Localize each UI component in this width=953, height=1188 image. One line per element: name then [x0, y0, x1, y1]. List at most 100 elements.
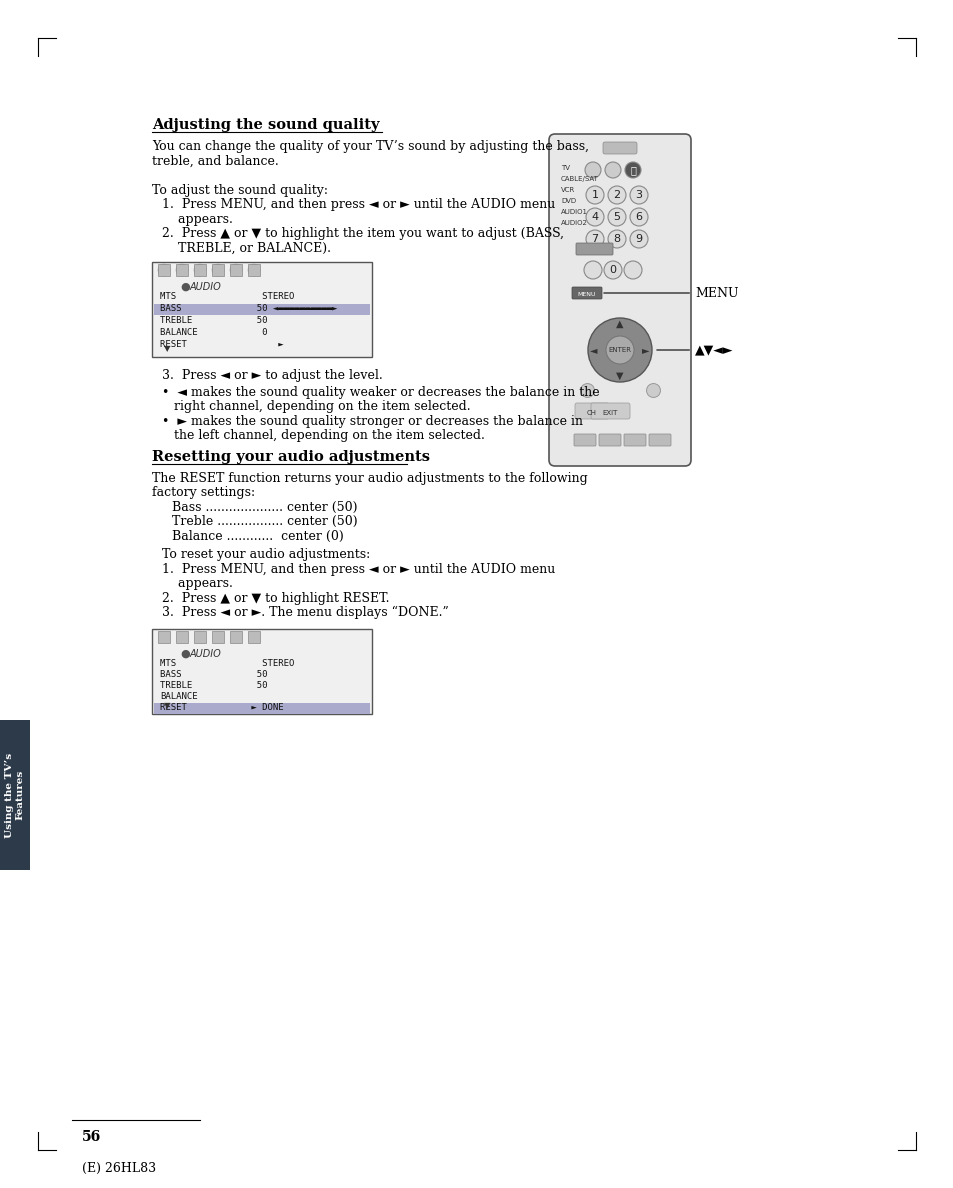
Text: 7: 7: [591, 234, 598, 244]
Circle shape: [607, 230, 625, 248]
Bar: [153, 304, 370, 315]
Text: To adjust the sound quality:: To adjust the sound quality:: [152, 183, 328, 196]
FancyBboxPatch shape: [623, 434, 645, 446]
FancyBboxPatch shape: [576, 244, 613, 255]
Text: ►: ►: [641, 345, 649, 355]
Circle shape: [623, 261, 641, 279]
Text: factory settings:: factory settings:: [152, 486, 254, 499]
Text: 4: 4: [591, 211, 598, 222]
Text: BALANCE            0: BALANCE 0: [160, 328, 267, 337]
Circle shape: [607, 187, 625, 204]
Text: 5: 5: [613, 211, 619, 222]
Text: 8: 8: [613, 234, 619, 244]
Circle shape: [629, 208, 647, 226]
Text: 2.  Press ▲ or ▼ to highlight the item you want to adjust (BASS,: 2. Press ▲ or ▼ to highlight the item yo…: [162, 227, 563, 240]
Text: 2: 2: [613, 190, 619, 200]
Text: 3: 3: [635, 190, 641, 200]
Circle shape: [629, 187, 647, 204]
FancyBboxPatch shape: [575, 403, 608, 419]
Circle shape: [587, 318, 651, 383]
Circle shape: [585, 208, 603, 226]
FancyBboxPatch shape: [572, 287, 601, 299]
Text: AUDIO2: AUDIO2: [560, 220, 587, 226]
Text: Balance ............  center (0): Balance ............ center (0): [152, 530, 343, 543]
Text: Using the TV’s
Features: Using the TV’s Features: [6, 752, 25, 838]
Text: ▼: ▼: [164, 701, 171, 710]
Text: TREBLE, or BALANCE).: TREBLE, or BALANCE).: [162, 241, 331, 254]
Text: MENU: MENU: [603, 286, 738, 299]
Text: •  ► makes the sound quality stronger or decreases the balance in: • ► makes the sound quality stronger or …: [162, 415, 582, 428]
Circle shape: [230, 264, 242, 276]
Text: AUDIO: AUDIO: [190, 282, 221, 292]
Text: (E) 26HL83: (E) 26HL83: [82, 1162, 156, 1175]
FancyBboxPatch shape: [648, 434, 670, 446]
Circle shape: [629, 230, 647, 248]
Text: TV: TV: [560, 165, 569, 171]
Text: ▼: ▼: [164, 345, 171, 353]
Text: Adjusting the sound quality: Adjusting the sound quality: [152, 118, 379, 132]
Circle shape: [607, 208, 625, 226]
Text: •  ◄ makes the sound quality weaker or decreases the balance in the: • ◄ makes the sound quality weaker or de…: [162, 385, 599, 398]
FancyBboxPatch shape: [0, 720, 30, 870]
Circle shape: [584, 162, 600, 178]
Text: Resetting your audio adjustments: Resetting your audio adjustments: [152, 449, 430, 463]
Text: appears.: appears.: [162, 577, 233, 590]
FancyBboxPatch shape: [598, 434, 620, 446]
Circle shape: [175, 264, 188, 276]
Text: BALANCE: BALANCE: [160, 691, 197, 701]
FancyBboxPatch shape: [574, 434, 596, 446]
Text: ●: ●: [180, 649, 190, 658]
Text: You can change the quality of your TV’s sound by adjusting the bass,: You can change the quality of your TV’s …: [152, 140, 588, 153]
Text: The RESET function returns your audio adjustments to the following: The RESET function returns your audio ad…: [152, 472, 587, 485]
Text: TREBLE            50: TREBLE 50: [160, 316, 267, 326]
Text: To reset your audio adjustments:: To reset your audio adjustments:: [162, 548, 370, 561]
Bar: [153, 702, 370, 714]
Circle shape: [585, 230, 603, 248]
Circle shape: [212, 264, 224, 276]
Text: ▲: ▲: [616, 320, 623, 329]
Text: ◄: ◄: [590, 345, 598, 355]
Circle shape: [248, 264, 260, 276]
Text: RESET                 ►: RESET ►: [160, 340, 283, 349]
Text: appears.: appears.: [162, 213, 233, 226]
Text: DVD: DVD: [560, 198, 576, 204]
FancyBboxPatch shape: [548, 134, 690, 466]
Text: MENU: MENU: [578, 292, 596, 297]
Text: Treble ................. center (50): Treble ................. center (50): [152, 516, 357, 527]
Circle shape: [624, 162, 640, 178]
Text: TREBLE            50: TREBLE 50: [160, 681, 267, 689]
Text: treble, and balance.: treble, and balance.: [152, 154, 278, 168]
Circle shape: [583, 261, 601, 279]
Text: VCR: VCR: [560, 187, 575, 192]
Text: 9: 9: [635, 234, 642, 244]
Text: 3.  Press ◄ or ►. The menu displays “DONE.”: 3. Press ◄ or ►. The menu displays “DONE…: [162, 606, 448, 619]
Text: EXIT: EXIT: [601, 410, 617, 416]
Text: ENTER: ENTER: [608, 347, 631, 353]
Text: 2.  Press ▲ or ▼ to highlight RESET.: 2. Press ▲ or ▼ to highlight RESET.: [162, 592, 389, 605]
FancyBboxPatch shape: [152, 263, 372, 358]
Circle shape: [604, 162, 620, 178]
Circle shape: [603, 261, 621, 279]
Text: ▼: ▼: [616, 371, 623, 381]
Text: the left channel, depending on the item selected.: the left channel, depending on the item …: [162, 429, 484, 442]
Text: ▲▼◄►: ▲▼◄►: [656, 343, 733, 356]
Text: 6: 6: [635, 211, 641, 222]
Text: CABLE/SAT: CABLE/SAT: [560, 176, 598, 182]
Text: ⏻: ⏻: [629, 165, 636, 175]
Circle shape: [605, 336, 634, 364]
Text: 1.  Press MENU, and then press ◄ or ► until the AUDIO menu: 1. Press MENU, and then press ◄ or ► unt…: [162, 562, 555, 575]
FancyBboxPatch shape: [602, 143, 637, 154]
Text: AUDIO1: AUDIO1: [560, 209, 587, 215]
Text: CH: CH: [586, 410, 597, 416]
Text: BASS              50: BASS 50: [160, 670, 267, 678]
Text: RESET            ► DONE: RESET ► DONE: [160, 702, 283, 712]
Text: 3.  Press ◄ or ► to adjust the level.: 3. Press ◄ or ► to adjust the level.: [162, 369, 382, 383]
Text: MTS                STEREO: MTS STEREO: [160, 292, 294, 301]
Text: ●: ●: [180, 282, 190, 292]
Text: 1: 1: [591, 190, 598, 200]
Text: right channel, depending on the item selected.: right channel, depending on the item sel…: [162, 400, 470, 413]
Circle shape: [585, 187, 603, 204]
Text: AUDIO: AUDIO: [190, 649, 221, 658]
FancyBboxPatch shape: [590, 403, 629, 419]
Text: MTS                STEREO: MTS STEREO: [160, 658, 294, 668]
